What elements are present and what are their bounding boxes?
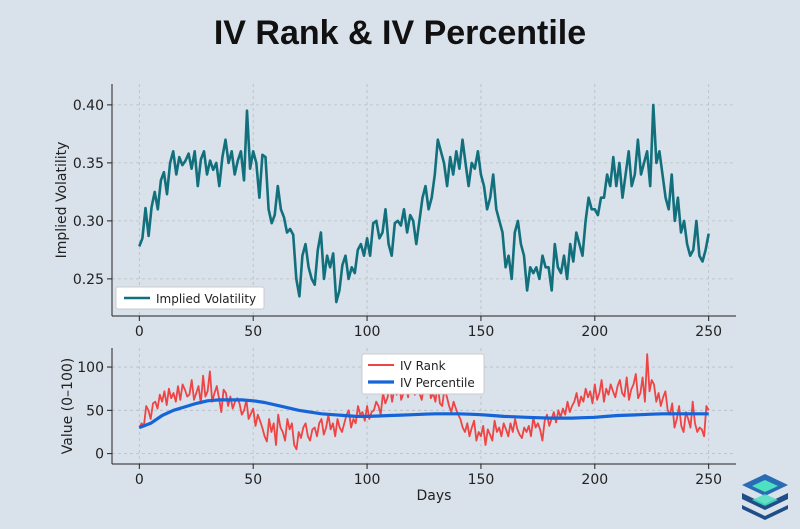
panel1-ytick-label: 0.30 xyxy=(73,214,104,230)
panel2-xtick-label: 50 xyxy=(244,472,262,488)
panel1-ytick-label: 0.35 xyxy=(73,156,104,172)
panel2-xtick-label: 100 xyxy=(354,472,381,488)
panel2-xlabel: Days xyxy=(417,488,452,504)
panel1-ytick-label: 0.40 xyxy=(73,98,104,114)
panel1-xtick-label: 250 xyxy=(695,324,722,340)
legend-box-top xyxy=(115,286,265,310)
panel1-xtick-label: 50 xyxy=(244,324,262,340)
logo-icon xyxy=(742,474,788,520)
legend-label-iv-rank: IV Rank xyxy=(400,359,446,373)
panel2-ylabel: Value (0–100) xyxy=(60,358,76,454)
panel2-xtick-label: 0 xyxy=(135,472,144,488)
legend-label-implied-volatility: Implied Volatility xyxy=(156,292,256,306)
page-title: IV Rank & IV Percentile xyxy=(213,14,587,52)
panel2-xtick-label: 150 xyxy=(468,472,495,488)
panel2-ytick-label: 100 xyxy=(77,360,104,376)
panel2-ytick-label: 50 xyxy=(86,403,104,419)
series-line-iv-percentile xyxy=(138,398,709,430)
panel2-xtick-label: 200 xyxy=(581,472,608,488)
panel1-xtick-label: 150 xyxy=(468,324,495,340)
panel1-xtick-label: 0 xyxy=(135,324,144,340)
panel2-ytick-label: 0 xyxy=(95,447,104,463)
panel2-xtick-label: 250 xyxy=(695,472,722,488)
panel1-xtick-label: 100 xyxy=(354,324,381,340)
panel1-xtick-label: 200 xyxy=(581,324,608,340)
legend-label-iv-percentile: IV Percentile xyxy=(400,376,475,390)
panel1-ytick-label: 0.25 xyxy=(73,272,104,288)
panel1-ylabel: Implied Volatility xyxy=(54,142,70,259)
series-line-implied-volatility xyxy=(138,103,710,304)
